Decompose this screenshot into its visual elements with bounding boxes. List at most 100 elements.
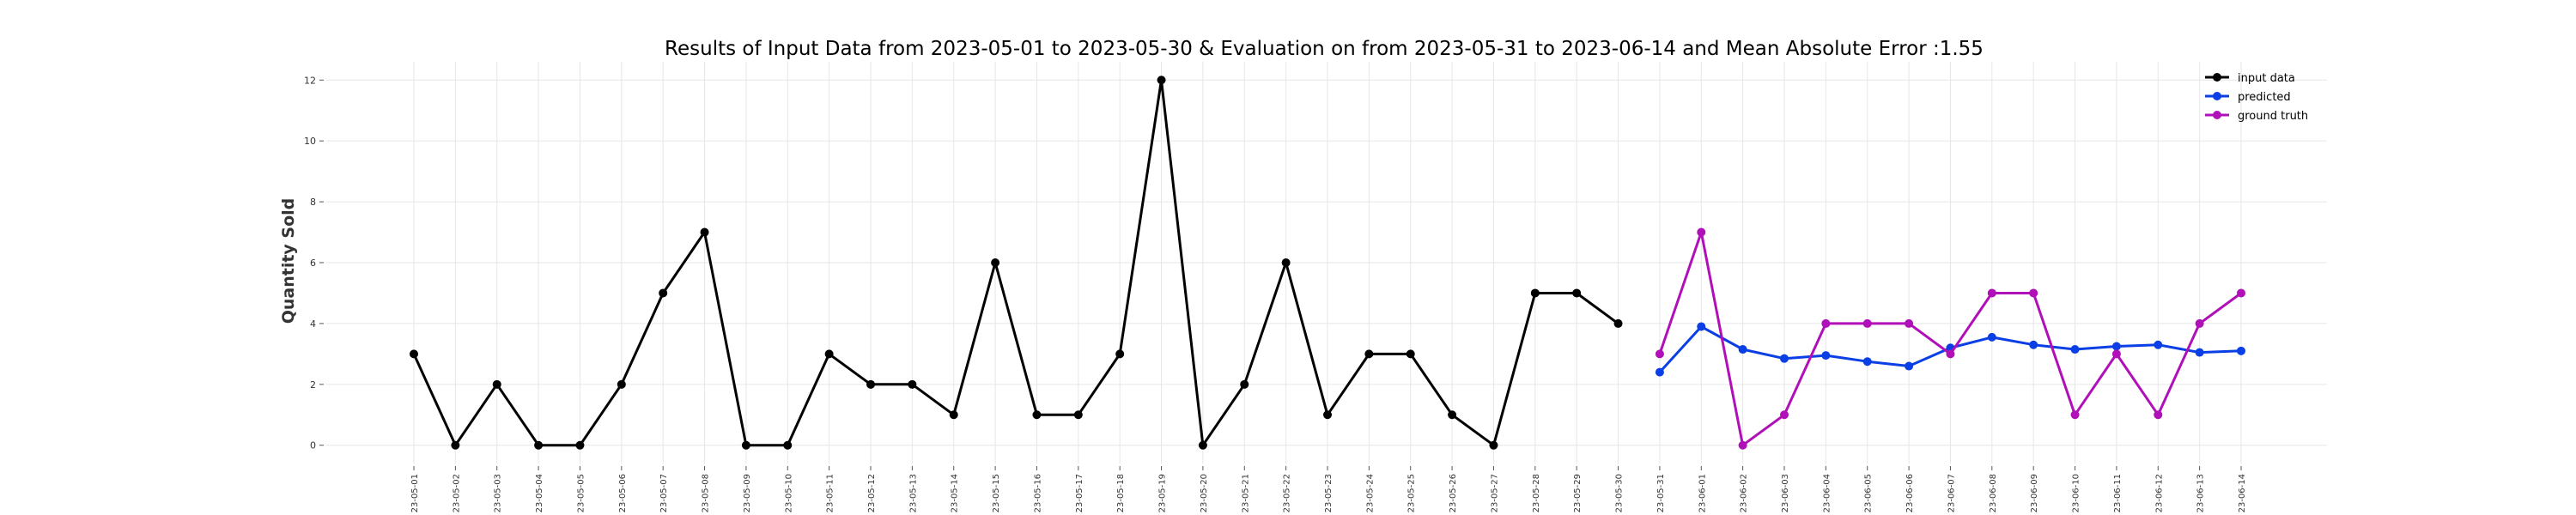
- x-tick-label: 23-05-22: [1283, 474, 1292, 512]
- data-point: [991, 258, 1000, 267]
- series-line: [412, 78, 1619, 447]
- x-tick-label: 23-05-19: [1158, 474, 1168, 512]
- x-tick-label: 23-06-04: [1822, 474, 1832, 512]
- y-axis-label: Quantity Sold: [279, 198, 298, 324]
- data-point: [2029, 340, 2038, 349]
- x-tick-label: 23-05-24: [1365, 474, 1375, 512]
- y-tick-label: 2: [310, 379, 316, 391]
- x-tick-label: 23-05-02: [452, 474, 461, 512]
- x-tick-label: 23-05-05: [576, 474, 586, 512]
- x-tick-label: 23-05-15: [992, 474, 1001, 512]
- x-tick-label: 23-05-13: [908, 474, 918, 512]
- legend-entry: ground truth: [2238, 110, 2308, 123]
- data-point: [1738, 440, 1747, 450]
- x-tick-label: 23-05-30: [1615, 474, 1625, 512]
- x-tick-label: 23-05-20: [1200, 474, 1209, 512]
- data-point: [2195, 318, 2204, 328]
- data-point: [617, 379, 626, 389]
- data-point: [783, 440, 793, 450]
- data-point: [1821, 351, 1831, 360]
- data-point: [1697, 322, 1706, 331]
- data-point: [1115, 349, 1125, 359]
- x-tick-label: 23-05-06: [618, 474, 628, 512]
- x-tick-label: 23-05-12: [867, 474, 877, 512]
- data-point: [410, 349, 418, 359]
- x-tick-label: 23-05-27: [1490, 474, 1499, 512]
- chart-title: Results of Input Data from 2023-05-01 to…: [665, 38, 1984, 60]
- x-tick-label: 23-05-17: [1075, 474, 1084, 512]
- x-tick-label: 23-06-07: [1947, 474, 1956, 512]
- data-point: [1157, 76, 1166, 85]
- x-tick-label: 23-06-02: [1740, 474, 1749, 512]
- data-point: [824, 349, 834, 359]
- data-point: [2029, 288, 2038, 298]
- data-point: [1697, 227, 1706, 237]
- data-point: [1572, 288, 1582, 298]
- data-point: [1032, 410, 1042, 420]
- data-point: [908, 379, 917, 389]
- data-point: [1323, 410, 1332, 420]
- data-point: [2070, 345, 2080, 354]
- data-point: [1198, 440, 1207, 450]
- data-point: [1406, 349, 1415, 359]
- data-point: [2237, 346, 2245, 355]
- y-tick-label: 6: [310, 258, 316, 269]
- data-point: [741, 440, 750, 450]
- x-tick-label: 23-06-09: [2030, 474, 2039, 512]
- data-point: [1821, 318, 1831, 328]
- legend-marker: [2213, 73, 2221, 82]
- data-point: [1905, 318, 1914, 328]
- x-tick-label: 23-05-07: [659, 474, 669, 512]
- data-point: [1780, 410, 1789, 420]
- data-point: [1240, 379, 1249, 389]
- data-point: [2111, 342, 2121, 351]
- data-point: [451, 440, 460, 450]
- data-point: [1655, 349, 1664, 359]
- x-tick-label: 23-05-28: [1532, 474, 1541, 512]
- data-point: [1364, 349, 1374, 359]
- x-tick-label: 23-06-14: [2238, 474, 2247, 512]
- x-tick-label: 23-05-03: [494, 474, 503, 512]
- data-point: [2195, 348, 2204, 357]
- x-tick-label: 23-05-23: [1324, 474, 1334, 512]
- data-point: [1780, 354, 1789, 363]
- data-point: [1862, 357, 1872, 367]
- x-tick-label: 23-05-26: [1449, 474, 1458, 512]
- y-tick-label: 10: [304, 136, 316, 147]
- series-lines: [410, 76, 2245, 450]
- legend: input data predicted ground truth: [2205, 72, 2308, 123]
- data-point: [659, 288, 668, 298]
- grid: [326, 62, 2327, 464]
- x-tick-label: 23-06-10: [2072, 474, 2081, 512]
- data-point: [492, 379, 501, 389]
- x-tick-label: 23-05-18: [1116, 474, 1126, 512]
- data-point: [534, 440, 544, 450]
- x-tick-label: 23-06-06: [1905, 474, 1915, 512]
- data-point: [575, 440, 585, 450]
- data-point: [1281, 258, 1291, 267]
- y-axis-ticks: 0 2 4 6 8 10 12: [304, 75, 324, 451]
- data-point: [2154, 340, 2163, 349]
- y-tick-label: 8: [310, 197, 316, 208]
- x-tick-label: 23-05-29: [1573, 474, 1583, 512]
- data-point: [1073, 410, 1083, 420]
- y-tick-label: 0: [310, 440, 316, 451]
- x-tick-label: 23-05-08: [702, 474, 711, 512]
- x-tick-label: 23-05-16: [1033, 474, 1042, 512]
- data-point: [1655, 367, 1664, 377]
- x-tick-label: 23-06-05: [1864, 474, 1874, 512]
- y-tick-label: 12: [304, 75, 316, 86]
- data-point: [1530, 288, 1540, 298]
- x-tick-label: 23-05-31: [1656, 474, 1666, 512]
- x-tick-label: 23-06-03: [1781, 474, 1790, 512]
- x-tick-label: 23-05-01: [410, 474, 420, 512]
- x-tick-label: 23-05-21: [1241, 474, 1250, 512]
- x-axis-ticks: 23-05-01 23-05-02 23-05-03 23-05-04 23-05-05…: [410, 466, 2247, 512]
- x-tick-label: 23-06-11: [2113, 474, 2123, 512]
- x-tick-label: 23-05-25: [1407, 474, 1417, 512]
- x-tick-label: 23-06-12: [2154, 474, 2164, 512]
- legend-marker: [2213, 92, 2221, 100]
- data-point: [1448, 410, 1457, 420]
